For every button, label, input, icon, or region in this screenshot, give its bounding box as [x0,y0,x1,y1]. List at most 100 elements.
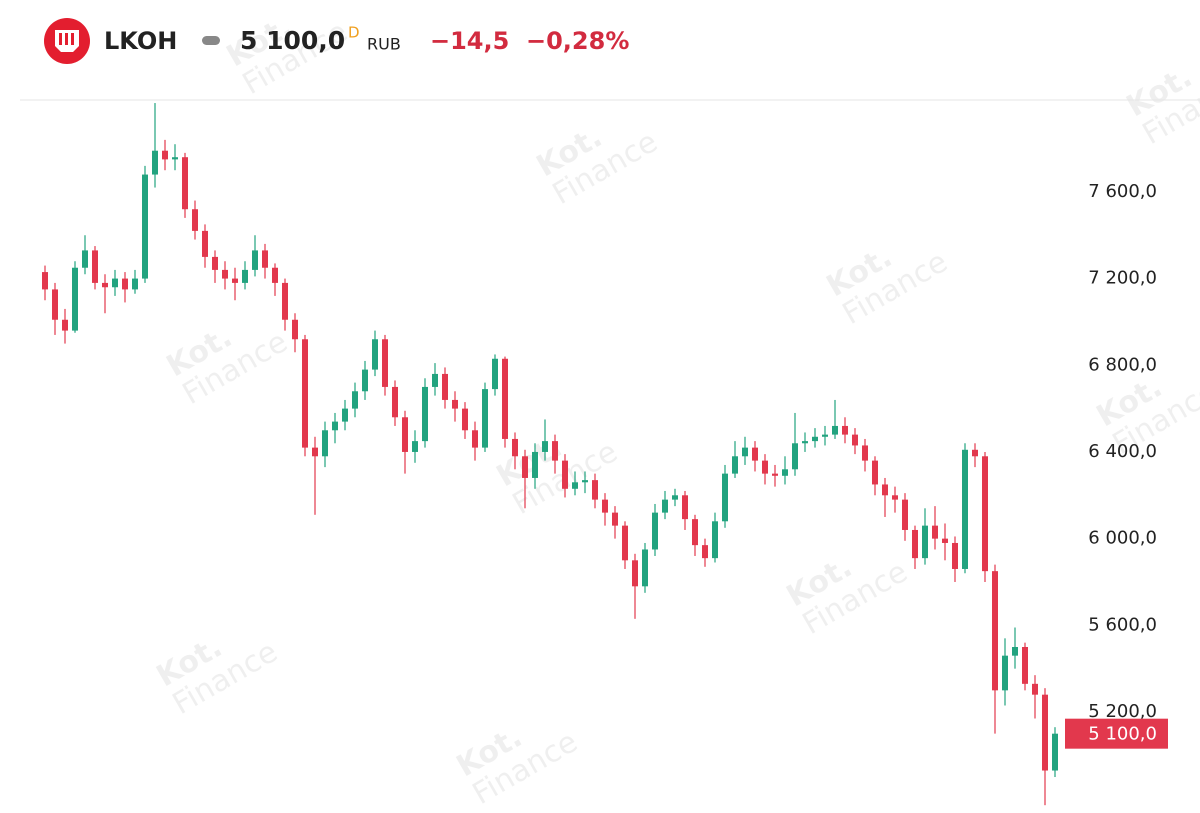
candle-body [1032,683,1038,695]
candle-body [662,499,668,513]
candle-body [432,373,438,387]
candle-body [502,358,508,439]
candle-body [882,484,888,496]
candle-body [592,480,598,500]
candle-body [362,369,368,392]
change-pct: −0,28% [526,27,629,55]
candle-body [682,495,688,520]
candle-body [822,434,828,437]
candle-body [1012,646,1018,656]
candle-body [632,560,638,587]
price: 5 100,0 [240,26,345,55]
candle-body [332,421,338,431]
candle-body [722,473,728,522]
last-price-label: 5 100,0 [1088,724,1157,745]
candle-body [182,157,188,210]
watermark: Kot.Finance [151,629,284,722]
candle-body [282,282,288,320]
candle-body [402,417,408,452]
candle-body [1022,646,1028,684]
candle-body [262,250,268,268]
candle-body [672,495,678,500]
y-tick-label: 7 600,0 [1088,181,1157,202]
watermark: Kot.Finance [1121,59,1200,152]
candle-body [782,469,788,476]
candle-body [452,399,458,409]
candle-body [122,278,128,290]
logo [44,18,90,64]
candle-body [902,499,908,530]
last-price-tag [1065,718,1168,749]
candle-body [802,441,808,444]
candle-body [322,430,328,457]
candle-body [842,425,848,435]
candle-body [162,150,168,160]
watermark: Kot.Finance [781,549,914,642]
candle-body [552,441,558,461]
candle-body [442,373,448,400]
candle-body [982,456,988,572]
watermark: Kot.Finance [161,319,294,412]
candle-body [562,460,568,489]
candle-body [252,250,258,270]
candle-body [812,436,818,442]
candle-body [572,482,578,489]
candle-body [992,571,998,691]
candle-body [52,289,58,320]
candle-body [752,447,758,461]
candle-body [232,278,238,283]
candle-body [202,230,208,257]
candle-body [862,445,868,461]
candle-body [302,339,308,448]
candle-body [542,441,548,452]
y-tick-label: 5 200,0 [1088,701,1157,722]
candle-body [82,250,88,268]
candle-body [222,269,228,279]
watermark: Kot.Finance [531,119,664,212]
candle-body [422,386,428,442]
currency: RUB [367,35,401,54]
logo-mark [55,30,79,52]
candle-body [742,447,748,457]
candle-body [522,456,528,478]
candle-body [242,269,248,283]
candle-body [972,449,978,457]
candle-body [462,408,468,431]
candle-body [112,278,118,288]
candle-body [762,460,768,474]
candle-body [772,473,778,476]
candle-body [482,389,488,448]
candle-body [62,319,68,331]
symbol: LKOH [104,27,177,55]
y-tick-label: 6 000,0 [1088,528,1157,549]
candle-body [832,425,838,435]
candle-body [642,549,648,587]
candle-body [602,499,608,513]
candle-body [512,438,518,457]
candle-body [172,157,178,160]
candle-body [942,538,948,543]
candle-body [312,447,318,457]
change: −14,5 [430,27,509,55]
candle-body [652,512,658,550]
status-pill [202,36,220,45]
candle-body [582,480,588,483]
candle-body [192,209,198,231]
candle-body [532,451,538,478]
candle-body [612,512,618,526]
candle-body [292,319,298,340]
candle-body [212,256,218,270]
candle-body [42,272,48,290]
candle-body [892,495,898,500]
y-tick-label: 6 400,0 [1088,441,1157,462]
candle-body [872,460,878,485]
candle-body [1002,655,1008,691]
candle-body [932,525,938,539]
candle-body [392,386,398,418]
y-tick-label: 7 200,0 [1088,268,1157,289]
candle-body [102,282,108,288]
candle-body [1052,733,1058,771]
candle-body [492,358,498,390]
candle-body [92,250,98,283]
